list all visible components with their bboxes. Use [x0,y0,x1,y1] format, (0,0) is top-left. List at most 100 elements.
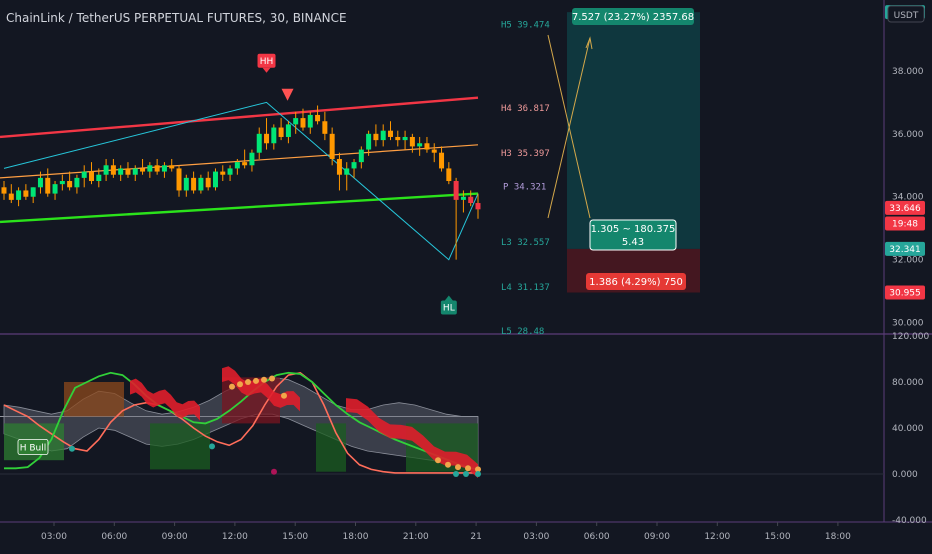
osc-dot [475,466,481,473]
osc-dot [465,465,471,472]
target-label: 7.527 (23.27%) 2357.68 [572,8,694,25]
candle [344,162,350,191]
time-tick-label: 06:00 [584,532,610,542]
time-tick-label: 12:00 [222,532,248,542]
osc-tick-label: -40.000 [892,516,927,526]
osc-dot [453,471,459,477]
candle [1,181,7,200]
candle [118,165,124,182]
price-tick-label: 34.000 [892,193,924,203]
price-tick-label: 30.000 [892,319,924,329]
osc-ribbon [346,398,478,479]
candle [329,127,335,166]
price-axis-badge-box [885,200,925,215]
hl-marker: HL [440,295,457,315]
candle-body [329,133,335,159]
time-tick-label: 18:00 [825,532,851,542]
candle-body [103,165,109,175]
osc-dot [281,392,287,399]
candle-body [74,177,80,188]
time-axis[interactable]: 03:00 06:00 09:00 12:00 15:00 18:00 21:00 21 03:… [41,522,851,542]
candle-body [358,149,364,163]
lower-channel-line [0,192,479,224]
upper-channel-line [0,96,479,139]
candle-body [242,162,248,166]
time-tick-label: 09:00 [644,532,670,542]
stop-label: 1.386 (4.29%) 750 [586,273,686,290]
candle [249,149,255,172]
candle [161,162,167,178]
time-tick-label: 18:00 [343,532,369,542]
candle [125,162,131,178]
candle-body [191,177,197,191]
bear-block [64,382,124,417]
candle [16,187,22,207]
time-tick-label: 09:00 [162,532,188,542]
candle-body [96,174,102,182]
osc-ribbon [130,378,200,421]
candle [140,158,146,175]
candle-body [212,171,218,188]
candle [322,111,328,141]
candle-body [30,187,36,197]
candle-body [118,168,124,175]
candle [169,158,175,172]
position-tool[interactable]: 7.527 (23.27%) 2357.68 1.305 ~ 180.375 5.4… [547,8,700,293]
candle-body [336,158,342,175]
candle [45,168,51,197]
osc-dot [69,445,75,452]
target-label-box [572,8,694,25]
candle [30,187,36,204]
candle-body [154,165,160,172]
hh-tag [257,53,276,68]
osc-tick-label: 0.000 [892,470,918,480]
price-axis-badge-text: 19:48 [892,219,918,229]
hh-pointer [262,67,271,73]
candle-body [468,196,474,204]
candle [336,152,342,191]
bull-block [316,423,346,472]
candle [300,108,306,131]
candle [358,146,364,169]
candle [132,165,138,182]
candle [366,130,372,156]
candle [380,124,386,147]
candle [402,130,408,150]
candle [81,165,87,188]
candle-body [453,181,459,200]
osc-dot [269,375,275,382]
candle-body [285,124,291,137]
candle-body [89,171,95,182]
price-axis-badge-text: 30.955 [889,289,921,299]
candle [446,162,452,185]
candle [264,118,270,150]
candle-body [45,177,51,194]
pivot-label: H3 35.397 [501,149,550,159]
stop-label-box [586,273,686,290]
candle-body [424,143,430,150]
osc-dot [455,464,461,471]
price-axis-badge-text: 32.341 [889,245,921,255]
time-tick-label: 15:00 [282,532,308,542]
mid-channel-line [0,144,479,179]
hh-label: HH [260,57,274,67]
osc-dot [475,471,481,477]
osc-dot [271,468,277,475]
osc-fast-line [4,371,479,471]
candle-body [417,143,423,147]
osc-dot [245,379,251,385]
time-tick-label: 06:00 [101,532,127,542]
candle-body [81,171,87,178]
candle [271,124,277,150]
oscillator-pane: H Bull [0,366,884,479]
currency-button[interactable]: USDT [887,5,925,23]
pivot-levels: H5 39.474 H4 36.817 H3 35.397 P 34.321 L3 32… [501,21,550,337]
candle-body [315,114,321,122]
candle [417,136,423,156]
time-tick-label: 03:00 [41,532,67,542]
pivot-label: H5 39.474 [501,21,550,31]
ratio-label-box [589,219,677,251]
candle-body [256,133,262,153]
